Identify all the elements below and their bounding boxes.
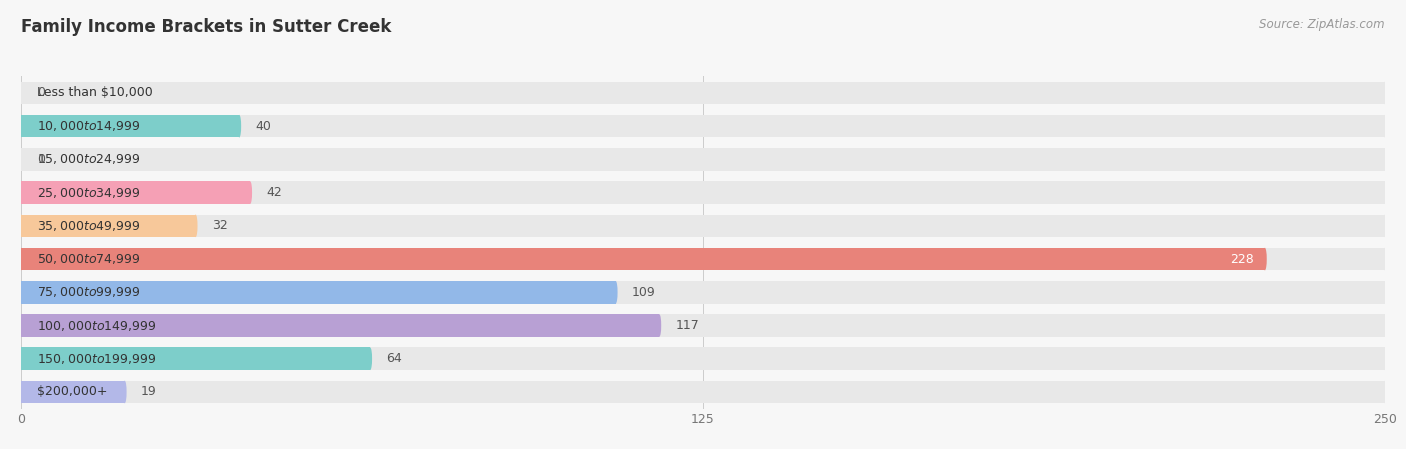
Ellipse shape: [20, 281, 22, 304]
Text: $10,000 to $14,999: $10,000 to $14,999: [38, 119, 141, 133]
Ellipse shape: [1384, 248, 1386, 270]
Ellipse shape: [20, 348, 22, 370]
Text: $75,000 to $99,999: $75,000 to $99,999: [38, 285, 141, 299]
Ellipse shape: [20, 248, 22, 270]
Ellipse shape: [658, 314, 661, 337]
Ellipse shape: [1384, 348, 1386, 370]
Ellipse shape: [20, 115, 22, 137]
Bar: [21, 348, 1385, 370]
Text: Family Income Brackets in Sutter Creek: Family Income Brackets in Sutter Creek: [21, 18, 391, 36]
Text: $35,000 to $49,999: $35,000 to $49,999: [38, 219, 141, 233]
Ellipse shape: [20, 381, 22, 403]
Text: 19: 19: [141, 386, 157, 398]
Text: Source: ZipAtlas.com: Source: ZipAtlas.com: [1260, 18, 1385, 31]
Ellipse shape: [122, 381, 127, 403]
Ellipse shape: [20, 148, 22, 171]
Ellipse shape: [1384, 381, 1386, 403]
Text: 0: 0: [38, 87, 45, 99]
Bar: [21, 381, 125, 403]
Text: $150,000 to $199,999: $150,000 to $199,999: [38, 352, 157, 366]
Ellipse shape: [1384, 281, 1386, 304]
Text: 228: 228: [1230, 253, 1254, 265]
Text: 42: 42: [267, 186, 283, 199]
Ellipse shape: [238, 115, 242, 137]
Ellipse shape: [20, 281, 22, 304]
Bar: [21, 281, 616, 304]
Bar: [21, 215, 1385, 237]
Text: 0: 0: [38, 153, 45, 166]
Bar: [21, 115, 1385, 137]
Ellipse shape: [1384, 82, 1386, 104]
Text: 117: 117: [676, 319, 699, 332]
Ellipse shape: [1384, 215, 1386, 237]
Ellipse shape: [20, 115, 22, 137]
Bar: [21, 181, 1385, 204]
Text: $50,000 to $74,999: $50,000 to $74,999: [38, 252, 141, 266]
Ellipse shape: [20, 314, 22, 337]
Bar: [21, 215, 195, 237]
Ellipse shape: [368, 348, 373, 370]
Bar: [21, 115, 239, 137]
Bar: [21, 348, 370, 370]
Bar: [21, 314, 659, 337]
Text: $100,000 to $149,999: $100,000 to $149,999: [38, 318, 157, 333]
Bar: [21, 281, 1385, 304]
Ellipse shape: [20, 248, 22, 270]
Text: 40: 40: [256, 120, 271, 132]
Text: $200,000+: $200,000+: [38, 386, 108, 398]
Bar: [21, 82, 1385, 104]
Ellipse shape: [1384, 115, 1386, 137]
Ellipse shape: [20, 82, 22, 104]
Ellipse shape: [20, 181, 22, 204]
Ellipse shape: [1263, 248, 1267, 270]
Ellipse shape: [1384, 148, 1386, 171]
Ellipse shape: [1384, 181, 1386, 204]
Bar: [21, 381, 1385, 403]
Ellipse shape: [20, 314, 22, 337]
Bar: [21, 181, 250, 204]
Text: 64: 64: [387, 352, 402, 365]
Ellipse shape: [249, 181, 252, 204]
Text: 109: 109: [633, 286, 655, 299]
Ellipse shape: [614, 281, 617, 304]
Ellipse shape: [20, 381, 22, 403]
Ellipse shape: [1384, 314, 1386, 337]
Bar: [21, 148, 1385, 171]
Ellipse shape: [20, 348, 22, 370]
Ellipse shape: [20, 181, 22, 204]
Text: $25,000 to $34,999: $25,000 to $34,999: [38, 185, 141, 200]
Ellipse shape: [194, 215, 197, 237]
Bar: [21, 314, 1385, 337]
Bar: [21, 248, 1385, 270]
Text: 32: 32: [212, 220, 228, 232]
Text: $15,000 to $24,999: $15,000 to $24,999: [38, 152, 141, 167]
Ellipse shape: [20, 215, 22, 237]
Ellipse shape: [20, 215, 22, 237]
Text: Less than $10,000: Less than $10,000: [38, 87, 153, 99]
Bar: [21, 248, 1265, 270]
